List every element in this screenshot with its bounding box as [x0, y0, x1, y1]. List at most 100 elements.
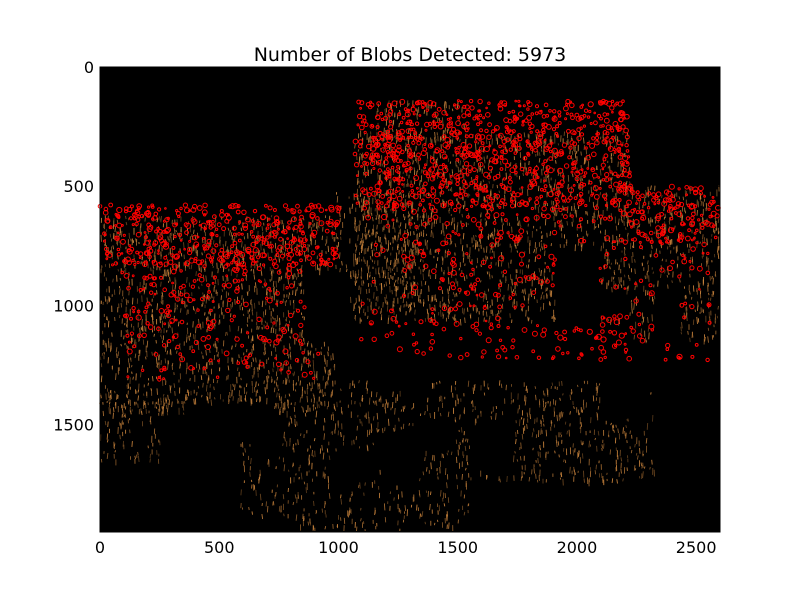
texture-stroke [433, 522, 436, 526]
texture-stroke [417, 249, 419, 256]
blob-marker [582, 124, 587, 128]
texture-stroke [499, 478, 501, 483]
texture-stroke [539, 306, 542, 312]
texture-stroke [311, 449, 314, 456]
texture-stroke [420, 513, 422, 517]
blob-marker [132, 217, 137, 221]
texture-stroke [395, 314, 398, 319]
blob-marker [319, 263, 323, 267]
texture-stroke [272, 316, 274, 320]
blob-marker [192, 234, 198, 241]
texture-stroke [367, 315, 369, 319]
blob-marker [282, 203, 289, 209]
blob-marker [190, 207, 197, 213]
texture-stroke [294, 389, 297, 392]
texture-stroke [630, 449, 633, 454]
texture-stroke [107, 320, 110, 328]
texture-stroke [387, 219, 389, 225]
texture-stroke [680, 326, 682, 332]
texture-stroke [328, 455, 331, 461]
texture-stroke [250, 268, 252, 272]
blob-marker [192, 203, 198, 210]
texture-stroke [171, 401, 173, 408]
texture-stroke [347, 510, 350, 518]
texture-stroke [362, 280, 365, 284]
texture-stroke [376, 207, 378, 215]
texture-stroke [406, 509, 409, 517]
texture-stroke [296, 243, 298, 251]
texture-stroke [463, 308, 465, 315]
texture-stroke [569, 212, 571, 217]
texture-stroke [386, 262, 388, 269]
texture-stroke [227, 276, 229, 282]
texture-stroke [217, 302, 220, 309]
texture-stroke [638, 223, 641, 228]
texture-stroke [485, 183, 488, 189]
texture-stroke [421, 511, 424, 517]
texture-stroke [447, 411, 450, 417]
texture-stroke [593, 222, 596, 230]
texture-stroke [312, 454, 314, 458]
texture-stroke [475, 143, 477, 151]
texture-stroke [444, 100, 446, 108]
texture-stroke [499, 160, 502, 166]
texture-stroke [484, 290, 486, 295]
texture-stroke [327, 245, 330, 253]
texture-stroke [430, 296, 433, 303]
texture-stroke [351, 491, 354, 496]
texture-stroke [106, 439, 109, 443]
texture-stroke [479, 280, 482, 283]
texture-stroke [563, 131, 566, 136]
texture-stroke [435, 138, 437, 146]
texture-stroke [545, 429, 548, 437]
blob-marker [251, 234, 256, 239]
texture-stroke [450, 240, 453, 244]
texture-stroke [524, 288, 527, 295]
blob-marker [160, 241, 167, 247]
texture-stroke [357, 234, 359, 241]
texture-stroke [554, 209, 557, 217]
texture-stroke [207, 397, 209, 404]
texture-stroke [582, 242, 584, 246]
blob-marker [420, 187, 427, 194]
texture-stroke [512, 455, 515, 463]
texture-stroke [288, 292, 291, 296]
texture-stroke [182, 401, 184, 408]
blob-marker [211, 232, 215, 237]
texture-stroke [460, 427, 463, 433]
blob-marker [397, 171, 401, 175]
texture-stroke [642, 462, 644, 468]
blob-marker [517, 136, 523, 142]
blob-marker [230, 244, 235, 249]
texture-stroke [429, 248, 432, 256]
blob-marker [120, 252, 124, 255]
texture-stroke [696, 316, 698, 324]
texture-stroke [486, 475, 488, 479]
texture-stroke [522, 418, 525, 426]
texture-stroke [361, 421, 363, 427]
blob-marker [267, 205, 273, 211]
texture-stroke [394, 285, 397, 291]
texture-stroke [404, 505, 407, 512]
blob-marker [116, 222, 123, 229]
texture-stroke [537, 277, 540, 285]
blob-marker [297, 244, 301, 248]
blob-marker [237, 232, 241, 236]
texture-stroke [185, 368, 188, 375]
texture-stroke [393, 235, 396, 239]
texture-stroke [367, 445, 369, 452]
texture-stroke [321, 389, 324, 397]
texture-stroke [481, 168, 484, 174]
texture-stroke [289, 336, 291, 339]
texture-stroke [691, 331, 693, 339]
texture-stroke [351, 203, 354, 209]
blob-marker [143, 235, 148, 240]
texture-stroke [402, 297, 405, 304]
texture-stroke [335, 232, 338, 239]
texture-stroke [326, 448, 329, 453]
texture-stroke [461, 473, 463, 480]
texture-stroke [404, 262, 406, 267]
texture-stroke [436, 472, 439, 476]
texture-stroke [217, 268, 219, 274]
texture-stroke [202, 382, 204, 388]
